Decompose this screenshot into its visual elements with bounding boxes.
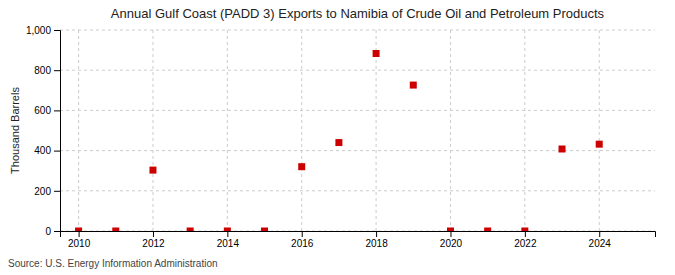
point [261,228,268,232]
x-tick: 2014 [217,231,240,249]
x-tick-label: 2020 [440,238,463,249]
x-axis: 2010 2012 2014 2016 2018 2020 2022 2024 [61,231,656,249]
grid-line-x [301,30,302,231]
annotation: Source: U.S. Energy Information Administ… [8,258,218,269]
grid-line-x [227,30,228,231]
grid-line-y [60,110,655,111]
x-tick-label: 2016 [291,238,314,249]
y-tick-mark [54,70,60,71]
x-tick-mark [302,231,303,237]
point [484,228,491,232]
grid [60,30,655,231]
point [187,228,194,232]
y-tick-mark [54,151,60,152]
grid-line-x [524,30,525,231]
point [75,228,82,232]
grid-line-x [376,30,377,231]
y-tick-mark [54,30,60,31]
chart-svg: 2010 2012 2014 2016 2018 2020 2022 2024 0 200 400 6… [0,0,675,275]
points [75,50,603,231]
y-axis-title: Thousand Barrels [9,87,21,174]
y-axis: 0 200 400 600 800 1,000 [26,25,61,237]
x-tick: 2018 [365,231,388,249]
x-tick-mark [450,231,451,237]
x-tick-label: 2012 [142,238,165,249]
point [410,82,417,89]
y-tick-label: 400 [34,145,51,156]
y-tick: 0 [45,226,60,237]
y-tick-mark [54,231,60,232]
point [559,145,566,152]
y-tick-label: 200 [34,186,51,197]
x-tick: 2024 [589,231,612,249]
y-tick: 1,000 [26,25,60,36]
x-tick: 2016 [291,231,314,249]
y-tick-mark [54,191,60,192]
x-tick-mark [227,231,228,237]
x-tick-label: 2024 [589,238,612,249]
x-tick-mark [525,231,526,237]
y-axis-line [54,31,61,232]
point [149,167,156,174]
y-tick: 600 [34,105,60,116]
grid-line-y [60,70,655,71]
x-tick-label: 2014 [217,238,240,249]
y-tick-label: 1,000 [26,25,51,36]
grid-line-x [450,30,451,231]
y-tick-label: 0 [45,226,51,237]
x-tick-label: 2018 [365,238,388,249]
x-tick-mark [79,231,80,237]
grid-line-y [60,30,655,31]
y-tick-label: 800 [34,65,51,76]
y-tick: 200 [34,186,60,197]
point [373,50,380,57]
x-tick: 2010 [68,231,91,249]
point [224,228,231,232]
x-tick: 2012 [142,231,165,249]
y-tick: 800 [34,65,60,76]
grid-line-x [599,30,600,231]
x-tick-label: 2010 [68,238,91,249]
x-tick-label: 2022 [514,238,537,249]
title: Annual Gulf Coast (PADD 3) Exports to Na… [111,6,605,21]
plot-area: 2010 2012 2014 2016 2018 2020 2022 2024 0 200 400 6… [26,25,656,249]
point [596,141,603,148]
grid-line-y [60,150,655,151]
x-tick: 2020 [440,231,463,249]
point [521,228,528,232]
x-tick-mark [153,231,154,237]
point [335,139,342,146]
grid-line-x [152,30,153,231]
y-tick-label: 600 [34,105,51,116]
grid-line-y [60,190,655,191]
x-tick-mark [599,231,600,237]
chart-container: 2010 2012 2014 2016 2018 2020 2022 2024 0 200 400 6… [0,0,675,275]
x-tick-mark [376,231,377,237]
y-tick: 400 [34,145,60,156]
y-tick-mark [54,110,60,111]
point [298,163,305,170]
grid-line-x [78,30,79,231]
point [112,228,119,232]
point [447,228,454,232]
x-axis-line [61,232,656,238]
x-tick: 2022 [514,231,537,249]
